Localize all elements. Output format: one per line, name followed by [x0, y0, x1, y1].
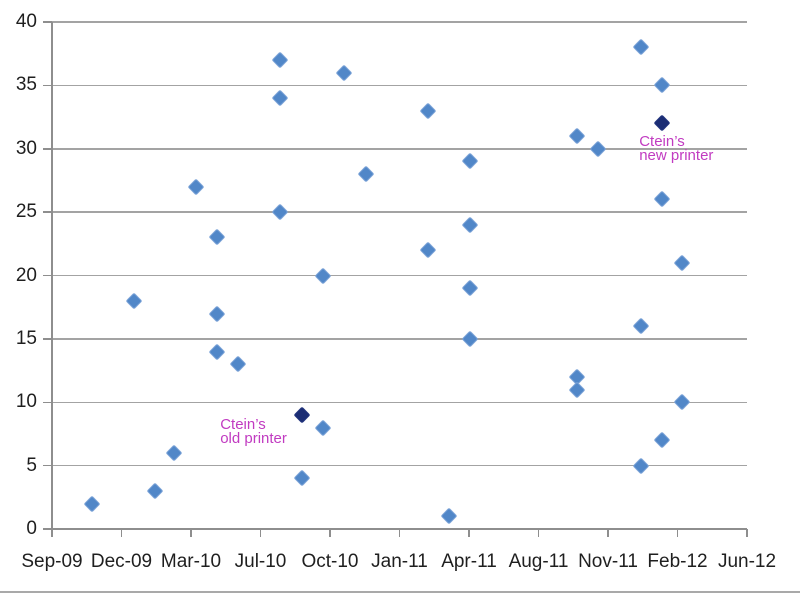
x-tick-mark — [259, 529, 262, 537]
y-tick-mark — [43, 148, 52, 150]
data-point — [335, 64, 353, 82]
annotation-line: old printer — [220, 429, 287, 447]
y-tick-mark — [43, 274, 52, 277]
data-point — [568, 127, 586, 145]
data-point — [271, 51, 289, 69]
data-point — [208, 343, 226, 361]
y-tick-mark — [43, 338, 52, 340]
y-axis-tick-label: 0 — [26, 518, 37, 539]
data-point — [673, 254, 691, 272]
y-tick-mark — [43, 528, 52, 530]
page-bottom-divider — [0, 591, 800, 593]
data-point — [293, 469, 311, 487]
x-axis-tick-label: Apr-11 — [441, 551, 497, 572]
x-axis-tick-label: Oct-10 — [301, 551, 359, 572]
x-axis-tick-label: Jan-11 — [371, 551, 428, 572]
data-point — [208, 305, 226, 323]
highlight-data-point — [293, 406, 311, 424]
printer-annotation-label: Ctein’s old printer — [220, 415, 287, 447]
data-point — [229, 355, 247, 373]
y-tick-mark — [43, 401, 52, 403]
data-point — [419, 102, 437, 120]
y-tick-mark — [43, 464, 52, 467]
y-axis-line — [51, 22, 53, 530]
data-point — [357, 165, 375, 183]
x-axis-tick-label: Nov-11 — [578, 551, 638, 572]
x-tick-mark — [120, 529, 123, 537]
data-point — [653, 431, 671, 449]
data-point — [125, 292, 143, 310]
y-gridline — [52, 211, 747, 213]
x-axis-tick-label: Dec-09 — [90, 551, 153, 572]
data-point — [461, 152, 479, 170]
x-tick-mark — [329, 529, 331, 537]
data-point — [653, 190, 671, 208]
data-point — [83, 495, 101, 513]
x-axis-tick-label: Mar-10 — [160, 551, 222, 572]
data-point — [632, 457, 650, 475]
y-gridline — [52, 84, 747, 87]
annotation-line: Ctein’s — [220, 415, 266, 433]
data-point — [271, 203, 289, 221]
data-point — [271, 89, 289, 107]
x-tick-mark — [537, 529, 540, 537]
y-gridline — [52, 21, 747, 23]
printer-annotation-label: Ctein’s new printer — [639, 133, 714, 165]
y-gridline — [52, 274, 747, 277]
y-axis-tick-label: 5 — [26, 454, 37, 476]
x-axis-tick-label: Sep-09 — [21, 551, 83, 572]
annotation-line: new printer — [639, 147, 714, 165]
y-axis-tick-label: 25 — [15, 201, 37, 223]
data-point — [653, 76, 671, 94]
y-tick-mark — [43, 211, 52, 213]
y-tick-mark — [43, 21, 52, 23]
x-axis-tick-label: Jul-10 — [234, 551, 287, 572]
data-point — [146, 482, 164, 500]
data-point — [314, 419, 332, 437]
y-axis-tick-label: 40 — [15, 11, 37, 32]
x-tick-mark — [607, 529, 609, 537]
data-point — [419, 241, 437, 259]
x-axis-tick-label: Aug-11 — [508, 551, 569, 572]
x-tick-mark — [190, 529, 192, 537]
data-point — [461, 216, 479, 234]
x-tick-mark — [676, 529, 679, 537]
data-point — [461, 330, 479, 348]
data-point — [208, 228, 226, 246]
y-axis-tick-label: 10 — [15, 391, 37, 413]
data-point — [461, 279, 479, 297]
data-point — [165, 444, 183, 462]
x-tick-mark — [746, 529, 748, 537]
annotation-line: Ctein’s — [639, 133, 685, 151]
x-tick-mark — [51, 529, 53, 537]
y-axis-tick-label: 15 — [15, 327, 37, 349]
y-axis-tick-label: 30 — [15, 137, 37, 159]
y-axis-tick-label: 20 — [15, 264, 37, 286]
x-axis-tick-label: Jun-12 — [717, 551, 777, 572]
y-gridline — [52, 464, 747, 467]
x-tick-mark — [468, 529, 470, 537]
y-gridline — [52, 148, 747, 150]
y-axis-tick-label: 35 — [15, 74, 37, 96]
data-point — [632, 317, 650, 335]
x-axis-tick-label: Feb-12 — [647, 551, 708, 572]
data-point — [440, 507, 458, 525]
y-gridline — [52, 401, 747, 403]
y-tick-mark — [43, 84, 52, 87]
data-point — [589, 140, 607, 158]
x-tick-mark — [398, 529, 401, 537]
data-point — [632, 38, 650, 56]
y-gridline — [52, 338, 747, 340]
highlight-data-point — [653, 114, 671, 132]
data-point — [187, 178, 205, 196]
data-point — [673, 393, 691, 411]
data-point — [314, 267, 332, 284]
data-point — [568, 381, 586, 399]
